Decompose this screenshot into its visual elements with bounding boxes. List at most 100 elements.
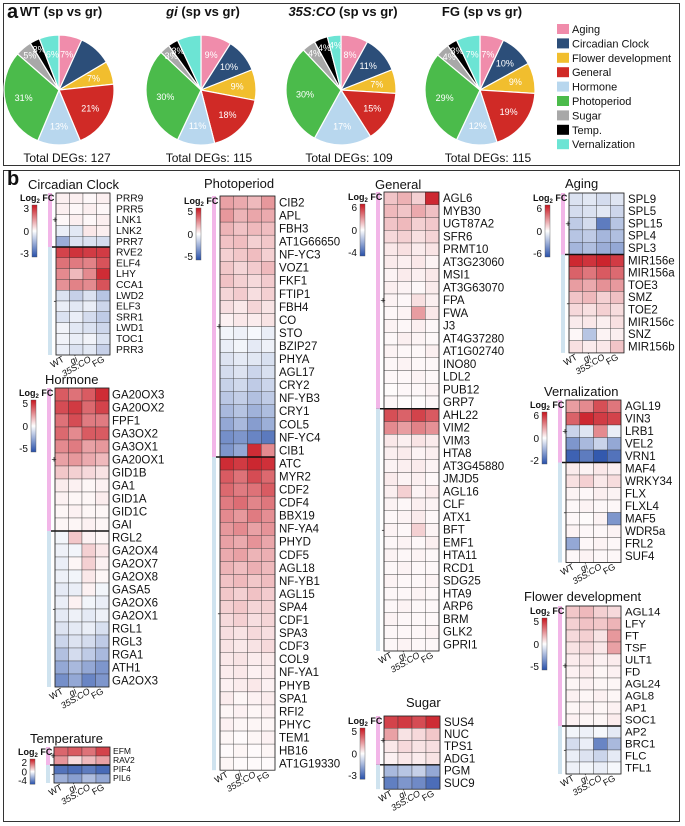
heatmap-cell [383,293,398,307]
down-group-bar [376,764,380,790]
heatmap-cell [219,561,234,575]
heatmap-cell [607,761,622,775]
legend-swatch [557,67,569,78]
heatmap-cell [261,756,276,771]
heatmap-cell [425,242,440,256]
gene-label: FPA [443,295,465,307]
heatmap-cell [247,469,262,484]
heatmap-cell [261,730,276,745]
heatmap-cell [96,192,111,204]
heatmap-cell [568,192,583,206]
gene-label: ATX1 [443,512,471,524]
heatmap-cell [95,543,110,558]
heatmap-circadian-clock: Circadian Clock + - PRR9PRR5LNK1LNK2PRR7RVE… [20,177,144,379]
column-label: 35S:CO [389,788,422,813]
gene-label: AGL15 [279,589,315,601]
heatmap-cell [261,665,276,680]
up-group-sign: + [565,219,570,229]
heatmap-border [219,195,276,771]
heatmap-cell [233,195,248,210]
legend-label: Flower development [572,53,671,65]
heatmap-cell [568,291,583,304]
heatmap-cell [55,333,70,345]
heatmap-cell [81,569,96,584]
heatmap-cell [610,291,625,304]
heatmap-cell [95,764,111,775]
heatmap-cell [96,203,111,215]
gene-label: GLK2 [443,627,472,639]
legend-label: Hormone [572,82,617,94]
heatmap-cell [219,352,234,366]
heatmap-cell [579,749,594,763]
heatmap-cell [261,391,276,405]
heatmap-cell [565,424,580,438]
gene-label: AP1 [625,703,647,715]
heatmap-cell [397,764,413,778]
heatmap-cell [247,495,262,510]
heatmap-cell [607,487,622,501]
heatmap-cell [610,254,625,267]
pie-total-label: Total DEGs: 115 [166,151,253,165]
colorbar-zero-label: 0 [533,434,539,445]
column-label: 35S:CO [389,650,422,675]
pie-slice [3,53,60,142]
gene-label: BRM [443,614,469,626]
heatmap-cell [383,776,399,790]
heatmap-cell [247,221,262,236]
pie-slice [313,88,372,146]
heatmap-cell [96,333,111,345]
heatmap-cell [233,391,248,405]
heatmap-cell [607,474,622,488]
pie-slice-label: 15% [363,103,381,113]
heatmap-cell [579,653,594,667]
log2fc-label: Log2 FC [348,192,383,204]
heatmap-cell [82,236,97,248]
gene-label: SNZ [628,329,651,341]
heatmap-cell [69,257,84,269]
heatmap-cell [69,322,84,334]
up-group-bar [561,193,565,255]
heatmap-cell [565,689,580,703]
gene-label: PRMT10 [443,244,488,256]
heatmap-cell [610,242,625,255]
heatmap-cell [425,574,440,588]
heatmap-cell [233,326,248,340]
heatmap-cell [233,404,248,419]
column-label: gi [582,351,594,364]
heatmap-cell [54,595,69,610]
heatmap-cell [81,621,96,636]
colorbar [541,411,548,465]
gene-label: AGL14 [625,607,660,619]
heatmap-cell [219,313,234,327]
heatmap-cell [261,535,276,549]
gene-label: AT3G63070 [443,282,504,294]
heatmap-cell [607,689,622,703]
heatmap-cell [219,417,234,432]
heatmap-cell [95,556,110,571]
heatmap-cell [219,234,234,249]
heatmap-cell [233,261,248,275]
heatmap-cell [55,268,70,280]
heatmap-cell [82,279,97,291]
heatmap-cell [68,556,83,571]
heatmap-cell [607,537,622,551]
gene-label: PIF4 [113,764,131,774]
heatmap-cell [425,306,440,320]
heatmap-cell [219,456,234,471]
column-label: FG [419,650,435,665]
heatmap-cell [383,764,399,778]
heatmap-cell [383,599,398,613]
heatmap-cell [219,208,234,223]
gene-label: GID1C [112,506,147,518]
heatmap-cell [607,462,622,476]
gene-label: NF-YB3 [279,393,320,405]
heatmap-cell [568,303,583,317]
gene-label: AGL19 [625,401,661,413]
heatmap-flower-development: Flower development+-AGL14LFYFTTSFULT1FDA… [524,589,660,798]
heatmap-cell [579,437,594,451]
gene-label: INO80 [443,359,476,371]
heatmap-cell [411,217,426,231]
heatmap-cell [261,652,276,666]
heatmap-title: Vernalization [544,384,618,399]
heatmap-cell [383,421,398,435]
